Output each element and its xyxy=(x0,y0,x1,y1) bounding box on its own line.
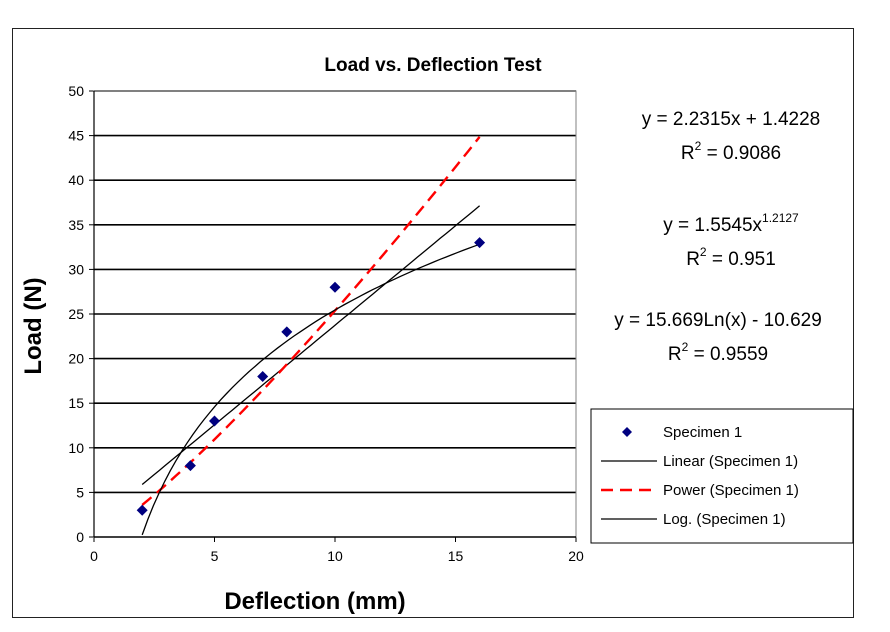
data-point xyxy=(209,415,220,427)
grid-lines xyxy=(89,90,577,542)
data-point xyxy=(136,504,148,516)
chart-frame: Load vs. Deflection Test 0 5 10 15 20 25 30 35 4… xyxy=(12,28,854,618)
chart-title: Load vs. Deflection Test xyxy=(324,55,542,76)
legend-marker-diamond xyxy=(622,427,632,437)
x-tick-label: 15 xyxy=(448,548,464,564)
trendline-equation: y = 1.5545x1.2127 xyxy=(663,211,799,236)
y-tick-labels: 0 5 10 15 20 25 30 35 40 45 50 xyxy=(68,83,84,545)
y-tick-label: 25 xyxy=(68,306,84,322)
trendline-equation: y = 15.669Ln(x) - 10.629 xyxy=(614,310,822,331)
legend: Specimen 1 Linear (Specimen 1) Power (Spec… xyxy=(590,408,854,544)
legend-entry-label: Specimen 1 xyxy=(663,424,742,441)
legend-entry-label: Log. (Specimen 1) xyxy=(663,511,786,528)
x-tick-label: 5 xyxy=(211,548,219,564)
y-axis-label: Load (N) xyxy=(20,277,47,374)
trendline-power xyxy=(141,136,481,506)
data-point xyxy=(281,326,293,338)
data-point xyxy=(257,370,269,382)
trendline-equation: y = 2.2315x + 1.4228 xyxy=(642,109,821,130)
y-tick-label: 35 xyxy=(68,217,84,233)
trendline-equations: y = 2.2315x + 1.4228 R2 = 0.9086 y = 1.554… xyxy=(614,109,822,365)
y-tick-label: 5 xyxy=(76,484,84,500)
data-points xyxy=(136,237,486,516)
data-point xyxy=(329,281,341,293)
r-squared-label: R2 = 0.9086 xyxy=(681,139,781,164)
x-axis-label: Deflection (mm) xyxy=(224,588,405,615)
axes xyxy=(93,90,577,538)
x-tick-label: 10 xyxy=(327,548,343,564)
y-tick-label: 45 xyxy=(68,128,84,144)
y-tick-label: 15 xyxy=(68,395,84,411)
r-squared-label: R2 = 0.951 xyxy=(686,245,776,270)
x-tick-label: 20 xyxy=(568,548,584,564)
r-squared-label: R2 = 0.9559 xyxy=(668,340,768,365)
y-tick-label: 30 xyxy=(68,261,84,277)
y-tick-label: 10 xyxy=(68,440,84,456)
y-tick-label: 40 xyxy=(68,172,84,188)
chart-svg: Load vs. Deflection Test 0 5 10 15 20 25 30 35 4… xyxy=(20,55,854,615)
legend-entry-label: Power (Specimen 1) xyxy=(663,482,799,499)
trendline-log xyxy=(141,243,480,536)
x-tick-labels: 0 5 10 15 20 xyxy=(90,548,584,564)
y-tick-label: 50 xyxy=(68,83,84,99)
y-tick-label: 0 xyxy=(76,529,84,545)
trendlines xyxy=(141,136,481,536)
legend-entry-label: Linear (Specimen 1) xyxy=(663,453,798,470)
data-point xyxy=(184,460,196,472)
data-point xyxy=(474,237,486,249)
trendline-linear xyxy=(141,205,481,486)
legend-box xyxy=(590,408,854,544)
x-tick-label: 0 xyxy=(90,548,98,564)
y-tick-label: 20 xyxy=(68,351,84,367)
